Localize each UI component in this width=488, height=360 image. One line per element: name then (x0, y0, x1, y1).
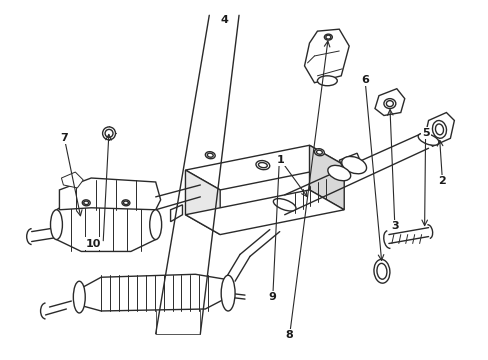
Ellipse shape (273, 199, 295, 211)
Ellipse shape (83, 201, 88, 204)
Polygon shape (185, 145, 344, 190)
Text: 1: 1 (276, 155, 284, 165)
Ellipse shape (82, 200, 90, 206)
Polygon shape (309, 145, 344, 210)
Ellipse shape (417, 133, 438, 145)
Ellipse shape (50, 210, 62, 239)
Ellipse shape (431, 121, 446, 138)
Text: 7: 7 (61, 133, 68, 143)
Polygon shape (61, 172, 83, 188)
Ellipse shape (73, 281, 85, 313)
Polygon shape (185, 190, 344, 235)
Polygon shape (56, 195, 155, 251)
Polygon shape (170, 205, 182, 222)
Ellipse shape (123, 201, 128, 204)
Polygon shape (185, 170, 220, 235)
Ellipse shape (386, 100, 392, 107)
Ellipse shape (102, 127, 115, 140)
Ellipse shape (316, 150, 322, 154)
Polygon shape (79, 274, 228, 311)
Ellipse shape (122, 200, 130, 206)
Ellipse shape (105, 129, 113, 137)
Ellipse shape (376, 264, 386, 279)
Polygon shape (339, 153, 360, 170)
Polygon shape (424, 113, 453, 146)
Ellipse shape (314, 149, 324, 156)
Ellipse shape (383, 99, 395, 109)
Text: 6: 6 (360, 75, 368, 85)
Polygon shape (60, 178, 161, 210)
Ellipse shape (327, 165, 350, 181)
Text: 3: 3 (390, 221, 398, 231)
Ellipse shape (255, 161, 269, 170)
Text: 10: 10 (85, 239, 101, 248)
Ellipse shape (324, 34, 332, 40)
Ellipse shape (373, 260, 389, 283)
Ellipse shape (149, 210, 162, 239)
Ellipse shape (325, 35, 330, 39)
Ellipse shape (435, 124, 443, 135)
Polygon shape (374, 89, 404, 116)
Text: 4: 4 (220, 15, 227, 25)
Ellipse shape (317, 76, 337, 86)
Ellipse shape (258, 163, 267, 168)
Ellipse shape (205, 152, 215, 159)
Text: 8: 8 (285, 330, 293, 340)
Ellipse shape (221, 275, 235, 311)
Ellipse shape (207, 153, 213, 157)
Ellipse shape (341, 157, 366, 174)
Text: 9: 9 (268, 292, 276, 302)
Text: 2: 2 (438, 176, 446, 186)
Polygon shape (304, 29, 348, 83)
Text: 5: 5 (421, 129, 428, 138)
